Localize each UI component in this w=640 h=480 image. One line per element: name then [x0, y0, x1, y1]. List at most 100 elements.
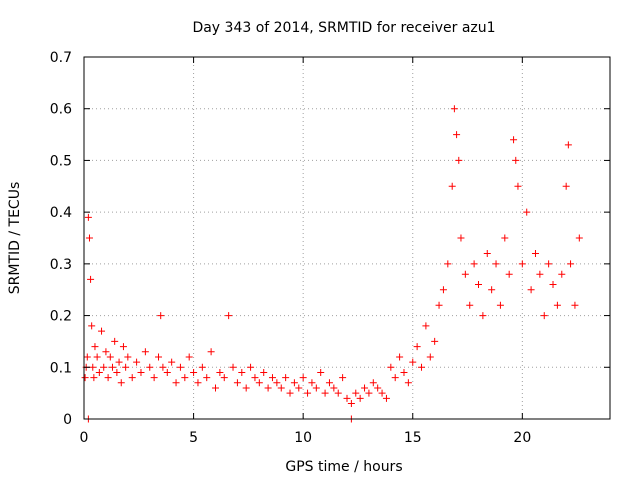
data-point	[422, 322, 430, 330]
data-point	[536, 270, 544, 278]
data-point	[100, 363, 108, 371]
data-point	[242, 384, 250, 392]
data-point	[321, 389, 329, 397]
data-point	[238, 368, 246, 376]
data-point	[84, 213, 92, 221]
data-point	[113, 368, 121, 376]
data-point	[312, 384, 320, 392]
data-point	[225, 312, 233, 320]
data-point	[89, 363, 97, 371]
data-point	[540, 312, 548, 320]
data-point	[514, 182, 522, 190]
data-point	[295, 384, 303, 392]
data-point	[185, 353, 193, 361]
data-point	[531, 250, 539, 258]
data-point	[413, 343, 421, 351]
x-tick-label: 5	[189, 430, 198, 446]
data-point	[220, 374, 228, 382]
x-tick-label: 0	[80, 430, 89, 446]
data-point	[404, 379, 412, 387]
data-point	[549, 281, 557, 289]
data-point	[571, 301, 579, 309]
y-tick-label: 0.7	[50, 50, 72, 66]
data-point	[137, 368, 145, 376]
y-axis-tick-labels: 0 0.1 0.2 0.3 0.4 0.5 0.6 0.7	[50, 50, 72, 428]
data-point	[448, 182, 456, 190]
data-point	[308, 379, 316, 387]
y-axis-label: SRMTID / TECUs	[7, 182, 23, 295]
data-point	[466, 301, 474, 309]
data-point	[400, 368, 408, 376]
data-point	[111, 337, 119, 345]
data-point	[194, 379, 202, 387]
data-point	[334, 389, 342, 397]
data-point	[567, 260, 575, 268]
data-point	[108, 363, 116, 371]
data-point	[444, 260, 452, 268]
data-point	[361, 384, 369, 392]
data-point	[527, 286, 535, 294]
data-point	[483, 250, 491, 258]
data-point	[93, 353, 101, 361]
data-point	[141, 348, 149, 356]
data-point	[255, 379, 263, 387]
data-point	[492, 260, 500, 268]
data-point	[163, 368, 171, 376]
data-point	[439, 286, 447, 294]
data-point	[435, 301, 443, 309]
data-point	[81, 374, 89, 382]
data-point	[124, 353, 132, 361]
data-point	[98, 327, 106, 335]
data-point	[304, 389, 312, 397]
data-point	[347, 399, 355, 407]
data-point	[426, 353, 434, 361]
data-point	[286, 389, 294, 397]
y-tick-label: 0.6	[50, 102, 72, 118]
data-point	[106, 353, 114, 361]
data-point	[159, 363, 167, 371]
data-point	[365, 389, 373, 397]
data-point	[461, 270, 469, 278]
data-point	[277, 384, 285, 392]
data-point	[409, 358, 417, 366]
data-point	[115, 358, 123, 366]
chart-title: Day 343 of 2014, SRMTID for receiver azu…	[192, 20, 495, 36]
data-point	[176, 363, 184, 371]
y-tick-label: 0.1	[50, 360, 72, 376]
data-point	[450, 105, 458, 113]
data-point	[391, 374, 399, 382]
data-point	[251, 374, 259, 382]
data-point	[325, 379, 333, 387]
data-point	[343, 394, 351, 402]
data-point	[387, 363, 395, 371]
data-point	[146, 363, 154, 371]
data-points	[81, 105, 583, 423]
data-point	[317, 368, 325, 376]
x-axis-label: GPS time / hours	[285, 459, 402, 475]
data-point	[453, 131, 461, 139]
data-point	[119, 343, 127, 351]
y-tick-label: 0.5	[50, 153, 72, 169]
y-tick-label: 0.2	[50, 309, 72, 325]
data-point	[501, 234, 509, 242]
x-tick-label: 15	[404, 430, 422, 446]
data-point	[352, 389, 360, 397]
data-point	[396, 353, 404, 361]
data-point	[564, 141, 572, 149]
data-point	[562, 182, 570, 190]
data-point	[268, 374, 276, 382]
y-tick-label: 0	[63, 412, 72, 428]
data-point	[299, 374, 307, 382]
data-point	[155, 353, 163, 361]
data-point	[172, 379, 180, 387]
x-tick-label: 20	[513, 430, 531, 446]
data-point	[431, 337, 439, 345]
data-point	[374, 384, 382, 392]
data-point	[207, 348, 215, 356]
data-point	[260, 368, 268, 376]
data-point	[150, 374, 158, 382]
data-point	[470, 260, 478, 268]
data-point	[85, 234, 93, 242]
data-point	[247, 363, 255, 371]
